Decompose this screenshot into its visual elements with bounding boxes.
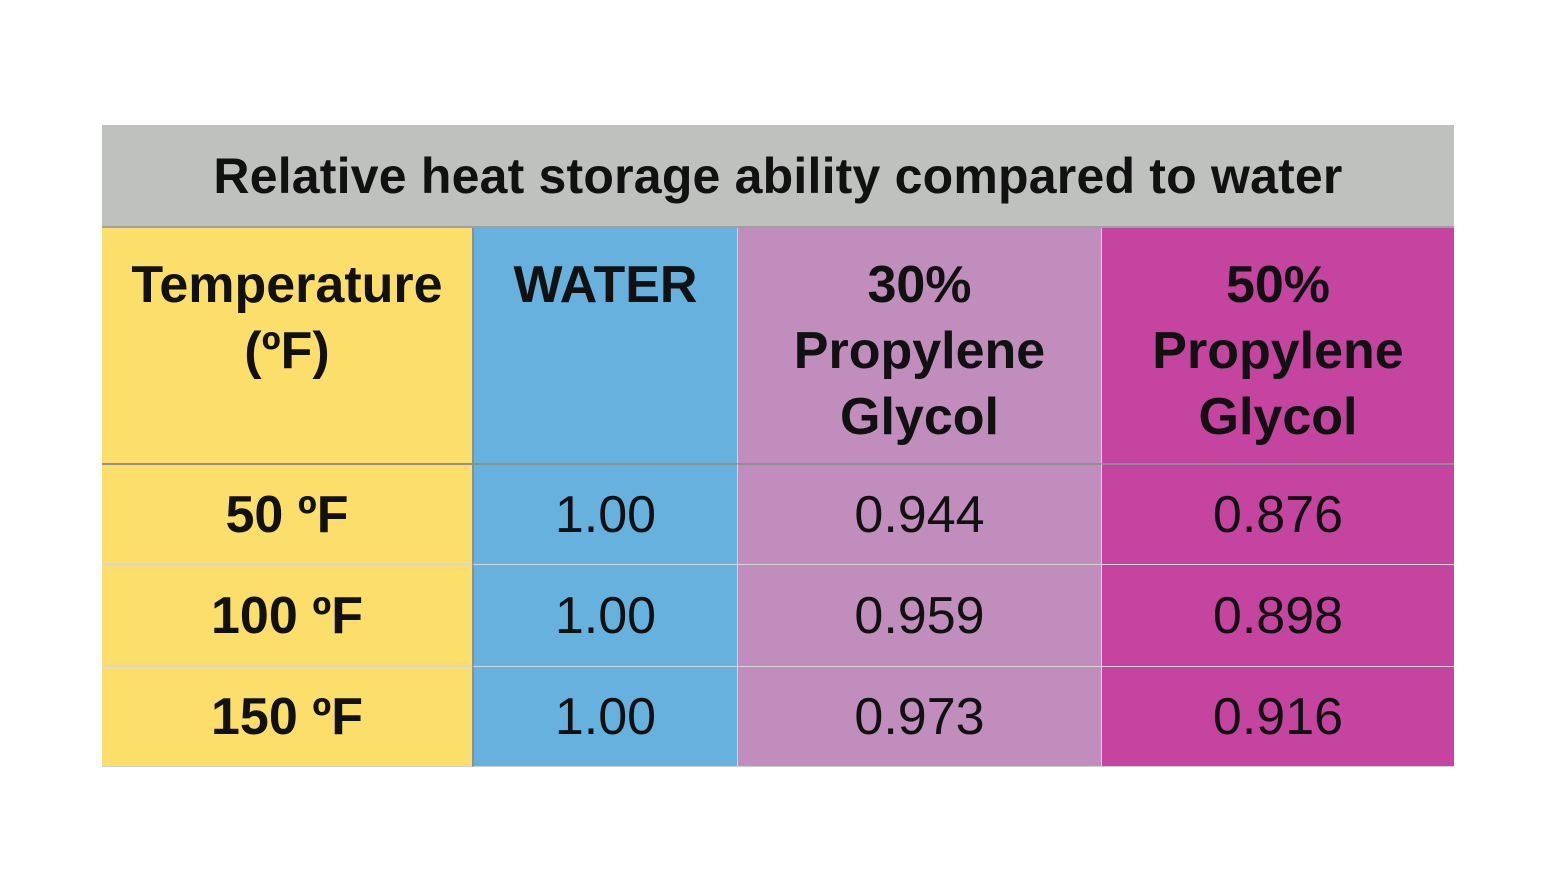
header-temperature-line-2: (ºF) <box>244 322 330 380</box>
header-pg30: 30% Propylene Glycol <box>737 228 1101 463</box>
table-title: Relative heat storage ability compared t… <box>102 125 1454 228</box>
row-1-pg50: 0.876 <box>1101 463 1454 564</box>
header-water: WATER <box>472 228 737 463</box>
header-pg50-line-3: Glycol <box>1198 388 1358 446</box>
row-2-pg50: 0.898 <box>1101 564 1454 666</box>
row-2-water: 1.00 <box>472 564 737 666</box>
row-3-water: 1.00 <box>472 666 737 767</box>
header-temperature: Temperature (ºF) <box>102 228 472 463</box>
header-pg30-line-3: Glycol <box>840 388 999 446</box>
row-2-temperature: 100 ºF <box>102 564 472 666</box>
header-temperature-line-1: Temperature <box>131 256 443 314</box>
row-3-pg30: 0.973 <box>737 666 1101 767</box>
header-pg50: 50% Propylene Glycol <box>1101 228 1454 463</box>
row-1-pg30: 0.944 <box>737 463 1101 564</box>
header-water-line-1: WATER <box>513 256 698 314</box>
row-1-temperature: 50 ºF <box>102 463 472 564</box>
row-3-temperature: 150 ºF <box>102 666 472 767</box>
row-2-pg30: 0.959 <box>737 564 1101 666</box>
header-pg50-line-1: 50% <box>1225 256 1331 314</box>
row-3-pg50: 0.916 <box>1101 666 1454 767</box>
header-pg30-line-2: Propylene <box>793 322 1046 380</box>
header-pg50-line-2: Propylene <box>1152 322 1404 380</box>
row-1-water: 1.00 <box>472 463 737 564</box>
heat-storage-table: Relative heat storage ability compared t… <box>102 125 1454 767</box>
header-pg30-line-1: 30% <box>867 256 972 314</box>
table-grid: Temperature (ºF) WATER 30% Propylene Gly… <box>102 228 1454 767</box>
